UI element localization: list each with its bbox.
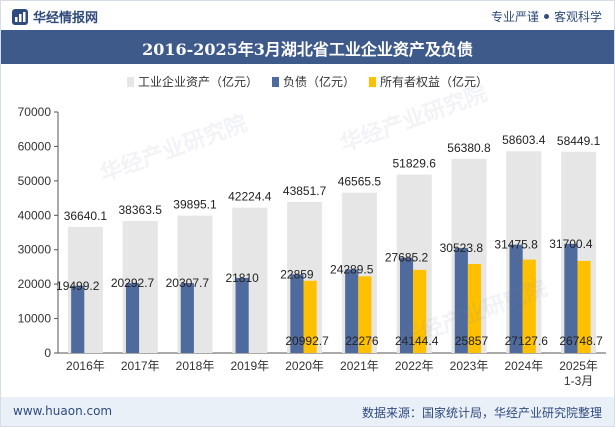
- footer-url: www.huaon.com: [13, 404, 113, 418]
- x-tick-label: 2020年: [285, 359, 324, 373]
- data-label-assets: 36640.1: [64, 209, 108, 223]
- bar-liabilities: [454, 247, 468, 353]
- data-label-assets: 38363.5: [119, 203, 163, 217]
- footer: www.huaon.com 数据来源：国家统计局，华经产业研究院整理: [1, 397, 614, 426]
- x-tick-label: 2017年: [121, 359, 160, 373]
- tagline-right: 客观科学: [553, 10, 602, 24]
- y-tick-label: 60000: [18, 139, 52, 153]
- chart-title: 2016-2025年3月湖北省工业企业资产及负债: [142, 40, 473, 59]
- legend: 工业企业资产（亿元） 负债（亿元） 所有者权益（亿元）: [1, 73, 614, 90]
- tagline-left: 专业严谨: [490, 10, 539, 24]
- legend-swatch-equity: [369, 76, 376, 87]
- data-label-liabilities: 31475.8: [494, 238, 538, 252]
- data-label-equity: 26748.7: [559, 334, 603, 348]
- data-label-assets: 42224.4: [228, 190, 272, 204]
- data-label-equity: 24144.4: [395, 334, 439, 348]
- legend-item-equity: 所有者权益（亿元）: [369, 73, 488, 90]
- legend-swatch-assets: [126, 76, 134, 87]
- legend-label-assets: 工业企业资产（亿元）: [137, 75, 258, 89]
- logo-icon: [12, 8, 28, 25]
- data-label-equity: 20992.7: [285, 334, 329, 348]
- bar-chart: 0 10000 20000 30000 40000 50000 60000 70000 3664…: [18, 105, 606, 388]
- tagline-dot-icon: [543, 14, 549, 19]
- y-tick-label: 50000: [18, 174, 52, 188]
- data-label-equity: 27127.6: [505, 334, 549, 348]
- data-label-assets: 58449.1: [557, 134, 601, 148]
- legend-swatch-liabilities: [271, 76, 279, 87]
- x-tick-label: 2024年: [504, 359, 543, 373]
- bar-equity: [358, 276, 372, 353]
- legend-label-equity: 所有者权益（亿元）: [380, 75, 489, 89]
- data-label-assets: 58603.4: [502, 133, 546, 147]
- legend-item-liabilities: 负债（亿元）: [271, 73, 355, 90]
- data-label-assets: 43851.7: [283, 184, 327, 198]
- bar-equity: [413, 269, 427, 353]
- bar-liabilities: [180, 283, 194, 353]
- x-tick-label: 2018年: [176, 359, 215, 373]
- y-tick-label: 20000: [18, 277, 52, 291]
- brand: 华经情报网: [11, 7, 98, 26]
- data-label-liabilities: 20307.7: [166, 276, 210, 290]
- x-tick-label: 2021年: [340, 359, 379, 373]
- data-label-equity: 22276: [345, 334, 379, 348]
- data-label-assets: 46565.5: [338, 175, 382, 189]
- data-label-liabilities: 27685.2: [385, 251, 429, 265]
- legend-item-assets: 工业企业资产（亿元）: [126, 73, 258, 90]
- y-tick-label: 0: [44, 346, 51, 360]
- title-bar: 2016-2025年3月湖北省工业企业资产及负债: [1, 30, 614, 64]
- data-label-liabilities: 21810: [225, 271, 259, 285]
- bar-liabilities: [564, 243, 578, 353]
- bar-equity: [522, 259, 536, 353]
- bar-liabilities: [399, 257, 414, 353]
- bar-equity: [467, 263, 482, 353]
- data-label-equity: 25857: [455, 334, 489, 348]
- bar-liabilities: [509, 244, 523, 353]
- bar-equity: [577, 260, 591, 353]
- data-label-assets: 39895.1: [173, 198, 217, 212]
- data-label-liabilities: 20292.7: [111, 276, 155, 290]
- data-label-liabilities: 31700.4: [549, 237, 593, 251]
- x-tick-label: 2016年: [66, 359, 105, 373]
- x-tick-label: 2023年: [450, 359, 489, 373]
- tagline: 专业严谨 客观科学: [491, 8, 602, 25]
- data-label-assets: 51829.6: [393, 157, 437, 171]
- x-tick-label: 2022年: [395, 359, 434, 373]
- bar-liabilities: [71, 285, 85, 353]
- y-tick-label: 30000: [18, 243, 52, 257]
- y-tick-label: 10000: [18, 312, 52, 326]
- bar-liabilities: [125, 283, 140, 353]
- brand-name: 华经情报网: [33, 11, 99, 26]
- legend-label-liabilities: 负债（亿元）: [282, 75, 355, 89]
- y-tick-label: 70000: [18, 105, 52, 119]
- data-label-assets: 56380.8: [447, 141, 491, 155]
- data-label-liabilities: 22859: [280, 267, 314, 281]
- top-bar: 华经情报网 专业严谨 客观科学: [1, 1, 614, 29]
- x-tick-label: 2025年 1-3月: [559, 359, 598, 388]
- x-tick-label: 2019年: [230, 359, 269, 373]
- data-label-liabilities: 19499.2: [56, 279, 100, 293]
- data-label-liabilities: 24289.5: [330, 262, 374, 276]
- bar-liabilities: [345, 269, 359, 353]
- bar-liabilities: [290, 274, 304, 353]
- data-label-liabilities: 30523.8: [440, 241, 484, 255]
- footer-source: 数据来源：国家统计局，华经产业研究院整理: [361, 406, 602, 420]
- y-tick-label: 40000: [18, 208, 52, 222]
- bar-equity: [303, 280, 317, 353]
- bar-liabilities: [235, 277, 249, 353]
